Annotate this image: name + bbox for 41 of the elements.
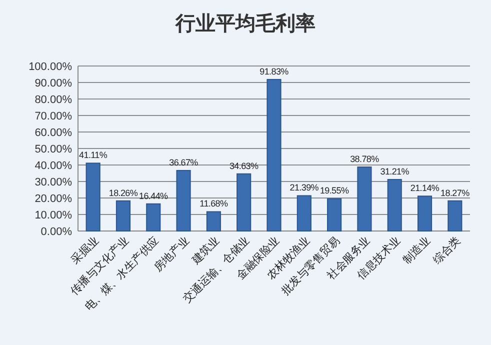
data-label: 21.39% — [290, 182, 319, 193]
bar — [116, 200, 131, 232]
y-tick-label: 20.00% — [34, 193, 72, 205]
bar — [176, 170, 191, 232]
data-label: 16.44% — [139, 190, 168, 201]
bar — [448, 200, 462, 232]
bar — [266, 78, 282, 232]
data-label: 91.83% — [260, 66, 289, 76]
y-tick-label: 90.00% — [34, 78, 72, 90]
bar — [417, 196, 432, 232]
y-tick-label: 30.00% — [34, 176, 72, 188]
data-label: 36.67% — [169, 157, 198, 168]
chart-title: 行业平均毛利率 — [174, 12, 316, 35]
bar — [296, 195, 312, 232]
y-tick-label: 60.00% — [34, 127, 72, 139]
x-tick-label: 制造业 — [400, 234, 433, 266]
data-label: 31.21% — [380, 166, 410, 177]
y-tick-label: 100.00% — [28, 61, 72, 73]
bar — [206, 211, 221, 232]
data-label: 11.68% — [200, 198, 228, 209]
bar — [236, 173, 252, 232]
data-label: 38.78% — [350, 154, 380, 164]
data-label: 34.63% — [229, 160, 258, 171]
bar — [357, 166, 372, 232]
x-tick-label: 建筑业 — [188, 234, 222, 268]
bar — [86, 162, 100, 232]
y-tick-label: 50.00% — [34, 144, 72, 156]
x-tick-label: 综合类 — [430, 234, 464, 266]
y-tick-label: 70.00% — [34, 110, 72, 122]
y-tick-label: 40.00% — [34, 160, 72, 172]
y-tick-label: 80.00% — [34, 94, 72, 106]
bar — [387, 179, 402, 232]
bar — [146, 203, 161, 232]
data-label: 18.27% — [440, 188, 470, 198]
data-label: 41.11% — [79, 150, 108, 160]
data-label: 21.14% — [410, 183, 440, 194]
y-tick-label: 0.00% — [40, 226, 72, 238]
y-tick-label: 10.00% — [34, 210, 72, 222]
data-label: 18.26% — [108, 188, 138, 198]
data-label: 19.55% — [320, 186, 349, 196]
bar — [327, 198, 342, 232]
